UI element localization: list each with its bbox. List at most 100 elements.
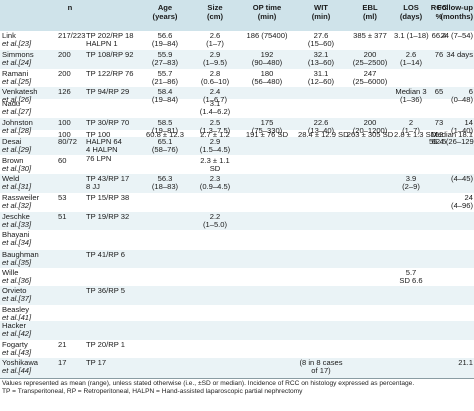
author-cell: Weld et al.[31] — [2, 174, 58, 192]
table-row: Jeschke et al.[33] 51 TP 19/RP 32 2.2 (1–5.… — [0, 212, 474, 230]
fu-cell: 24 (4–96) — [451, 193, 473, 211]
table-row: Baughman et al.[35] TP 41/RP 6 — [0, 250, 474, 268]
ebl-cell: 263 ± 305 SD — [346, 130, 394, 139]
table-row: Desai et al.[29] 80/72 HALPN 64 4 HALPN 76… — [0, 137, 474, 163]
author-cell: Link et al.[23] — [2, 31, 58, 49]
author-name: Nadu — [2, 99, 23, 108]
ebl-cell: 200 (20–1200) — [352, 118, 388, 136]
author-name: Bhayani — [2, 230, 32, 239]
author-reference: et al.[23] — [2, 39, 32, 49]
author-cell: Brown et al.[30] — [2, 156, 58, 174]
author-name: Yoshikawa — [2, 358, 41, 367]
author-cell: Fogarty et al.[43] — [2, 340, 58, 358]
header-ebl: EBL (ml) — [362, 3, 378, 21]
author-reference: et al.[42] — [2, 329, 32, 339]
header-rcc: RCC % — [430, 3, 448, 21]
fu-cell: Median 18.1 — [431, 130, 473, 139]
size-cell: 3.1 (1.4–6.2) — [199, 99, 231, 117]
author-cell: Yoshikawa et al.[44] — [2, 358, 58, 376]
author-name: Fogarty — [2, 340, 30, 349]
fu-cell: 56.4 (26–129) — [429, 137, 474, 146]
los-cell: 3.9 (2–9) — [402, 174, 420, 192]
n-cell: 53 — [58, 193, 67, 202]
n-cell: 126 — [58, 87, 71, 96]
design-cell: TP 94/RP 29 — [86, 87, 130, 96]
rcc-cell: 66.4 — [431, 31, 447, 40]
table-bottom-rule — [0, 378, 474, 379]
op-cell: 175 (75–330) — [251, 118, 283, 136]
header-n: n — [67, 3, 73, 12]
author-name: Venkatesh — [2, 87, 40, 96]
los-cell: Median 3 (1–36) — [395, 87, 427, 105]
author-cell: Desai et al.[29] — [2, 137, 58, 155]
age-cell: 55.9 (27–83) — [151, 50, 179, 68]
author-reference: et al.[24] — [2, 58, 32, 68]
n-cell: 51 — [58, 212, 67, 221]
design-cell: TP 122/RP 76 — [86, 69, 134, 78]
size-cell: 2.4 (1–6.7) — [202, 87, 228, 105]
table-row: Orvieto et al.[37] TP 36/RP 5 — [0, 286, 474, 305]
table-row: Simmons et al.[24] 200 TP 108/RP 92 55.9 (2… — [0, 50, 474, 69]
table-row: Nadu et al.[27] 3.1 (1.4–6.2) — [0, 99, 474, 118]
header-size: Size (cm) — [206, 3, 224, 21]
n-cell: 17 — [58, 358, 67, 367]
design-cell: TP 30/RP 70 — [86, 118, 130, 127]
age-cell: 55.7 (21–86) — [151, 69, 179, 87]
age-cell: 58.5 (19–81) — [151, 118, 179, 136]
table-row: Hacker et al.[42] — [0, 321, 474, 340]
los-cell: 3.1 (1–18) — [394, 31, 429, 40]
author-reference: et al.[37] — [2, 294, 32, 304]
author-reference: et al.[33] — [2, 220, 32, 230]
author-name: Link — [2, 31, 19, 40]
size-cell: 2.3 ± 1.1 SD — [200, 156, 230, 174]
design-cell: TP 20/RP 1 — [86, 340, 125, 349]
design-cell: TP 100 — [86, 130, 111, 139]
table-footnote: Values represented as mean (range), unle… — [2, 380, 415, 396]
design-cell: TP 43/RP 17 8 JJ — [86, 174, 130, 192]
header-wit: WIT (min) — [311, 3, 331, 21]
op-cell: 191 ± 76 SD — [245, 130, 289, 139]
size-cell: 2.9 (1–9.5) — [202, 50, 228, 68]
author-cell: Ramani et al.[25] — [2, 69, 58, 87]
author-cell: Orvieto et al.[37] — [2, 286, 58, 304]
author-cell: Baughman et al.[35] — [2, 250, 58, 268]
author-reference: et al.[27] — [2, 107, 32, 117]
table-row: Johnston et al.[28] 100 TP 30/RP 70 58.5 (1… — [0, 118, 474, 135]
age-cell: 56.6 (19–84) — [151, 31, 179, 49]
design-cell: TP 17 — [86, 358, 107, 367]
rcc-cell: 65 — [434, 87, 444, 96]
rcc-cell: 62 — [434, 130, 444, 139]
wit-cell: 22.6 (13–40) — [307, 118, 335, 136]
author-cell: Johnston et al.[28] — [2, 118, 58, 136]
author-name: Johnston — [2, 118, 35, 127]
table-row: Weld et al.[31] TP 43/RP 17 8 JJ 56.3 (18–… — [0, 174, 474, 193]
table-row: Rassweiler et al.[32] 53 TP 15/RP 38 24 (4–… — [0, 193, 474, 212]
fu-cell: 6 (0–48) — [451, 87, 473, 105]
design-cell: TP 202/RP 18 HALPN 1 — [86, 31, 134, 49]
author-name: Rassweiler — [2, 193, 42, 202]
n-cell: 60 — [58, 156, 67, 165]
fu-cell: (4–45) — [451, 174, 473, 183]
design-cell: HALPN 64 4 HALPN 76 LPN — [86, 137, 122, 163]
header-follow-up: Follow-up (months) — [437, 3, 473, 21]
author-name: Ramani — [2, 69, 31, 78]
design-cell: TP 15/RP 38 — [86, 193, 130, 202]
rcc-cell: 76 — [434, 50, 444, 59]
header-los: LOS (days) — [399, 3, 423, 21]
author-cell: Beasley et al.[41] — [2, 305, 58, 323]
author-reference: et al.[36] — [2, 276, 32, 286]
author-name: Desai — [2, 137, 24, 146]
author-reference: et al.[26] — [2, 95, 32, 105]
op-cell: 192 (90–480) — [251, 50, 283, 68]
op-cell: 186 (75400) — [246, 31, 288, 40]
author-name: Wille — [2, 268, 21, 277]
table-row: Fogarty et al.[43] 21 TP 20/RP 1 — [0, 340, 474, 358]
design-cell: TP 108/RP 92 — [86, 50, 134, 59]
author-reference: et al.[44] — [2, 366, 32, 376]
design-cell: TP 19/RP 32 — [86, 212, 130, 221]
size-cell: 2.8 (0.6–10) — [200, 69, 230, 87]
n-cell: 217/223 — [58, 31, 86, 40]
los-cell: 2.6 (1–14) — [400, 50, 422, 68]
author-name: Brown — [2, 156, 26, 165]
